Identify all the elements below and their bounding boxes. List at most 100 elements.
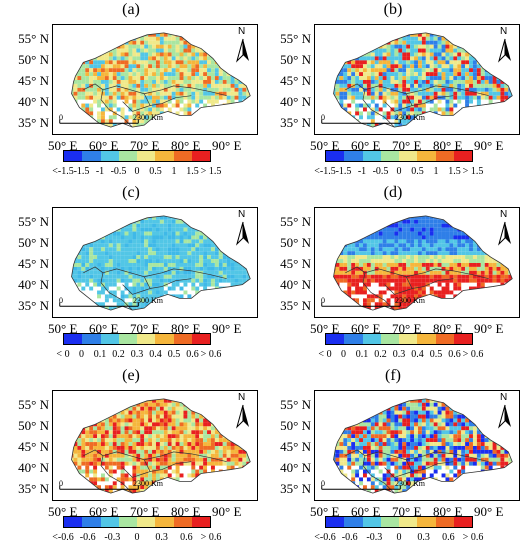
country-border [384,101,413,112]
legend-swatch [173,517,192,527]
country-border [143,93,192,106]
scale-zero-label: 0 [59,479,63,488]
legend-swatch [82,334,101,344]
lat-label: 55° N [280,397,311,412]
lat-label: 50° N [280,52,311,67]
country-border [122,467,151,478]
region-outline [71,32,251,128]
legend-swatch [399,517,418,527]
country-border [102,268,162,278]
legend-tick-label: 0.2 [112,349,125,360]
north-label: N [500,209,508,220]
legend-swatch [435,334,454,344]
legend-tick-label: <-0.6 [314,532,336,543]
legend-tick-label: 0 [134,532,140,543]
lat-label: 45° N [280,73,311,88]
lon-label: 50° E [48,138,78,153]
scale-distance-label: 2300 Km [395,296,425,305]
legend-tick-label: 0.1 [355,349,369,360]
legend-tick-label: -1.5 [73,166,90,177]
legend-swatch [453,151,472,161]
legend-tick-label: 1 [171,166,177,177]
legend-tick-label: > 0.6 [462,349,484,360]
lon-label: 50° E [48,504,78,519]
map-panel-b: (b) 55° N 50° N 45° N 40° N 35° N 0 2300 Km N 50°… [262,0,524,183]
legend-swatch [362,334,381,344]
legend-swatch [362,151,381,161]
legend-tick-label: 0.3 [130,349,144,360]
lon-label: 50° E [310,138,340,153]
country-border [108,292,133,311]
legend-swatch [399,334,418,344]
legend-swatch [380,334,399,344]
legend-swatch [191,151,210,161]
panel-label: (c) [122,184,140,201]
legend-swatch [344,517,363,527]
color-legend [325,516,473,528]
lat-label: 35° N [280,115,311,130]
legend-swatch [380,151,399,161]
lat-label: 55° N [18,31,49,46]
legend-tick-label: -1.5 [335,166,352,177]
country-border [345,266,372,293]
legend-tick-label: 0.6 [186,349,199,360]
legend-swatch [453,334,472,344]
lon-label: 70° E [392,321,422,336]
legend-tick-label: 0.3 [417,532,430,543]
legend-swatch [173,334,192,344]
scale-distance-label: 2300 Km [395,113,425,122]
region-outline [71,215,251,311]
lat-label: 45° N [18,256,49,271]
north-label: N [500,392,508,403]
scale-distance-label: 2300 Km [133,479,163,488]
legend-tick-label: -1 [95,166,105,177]
legend-tick-label: > 0.6 [462,532,484,543]
country-border [364,451,424,461]
scale-bar [321,485,401,490]
legend-swatch [380,517,399,527]
country-border [108,475,133,494]
color-legend [63,150,211,162]
lon-label: 70° E [392,504,422,519]
map-frame: 0 2300 Km N [52,24,258,135]
lat-label: 40° N [18,460,49,475]
country-border [423,268,489,280]
lat-label: 40° N [280,460,311,475]
legend-tick-label: -1 [357,166,367,177]
country-border [423,451,489,463]
country-border [83,449,110,476]
legend-tick-label: <-1.5 [52,166,74,177]
legend-ticks: < 0 0 0.1 0.2 0.3 0.4 0.5 0.6 > 0.6 [50,349,230,363]
map-panel-d: (d) 55° N 50° N 45° N 40° N 35° N 0 2300 Km N 50°… [262,183,524,366]
country-border [161,451,227,463]
scale-zero-label: 0 [321,479,325,488]
panel-label: (f) [385,367,401,384]
north-label: N [238,209,246,220]
lon-label: 80° E [433,321,463,336]
country-border [108,109,133,128]
legend-swatch [64,334,83,344]
lat-label: 45° N [280,439,311,454]
legend-swatch [191,517,210,527]
legend-swatch [100,517,119,527]
panel-label: (d) [383,184,403,201]
legend-tick-label: 0 [341,349,346,360]
lon-label: 80° E [171,504,201,519]
scale-bar [59,302,139,307]
lon-label: 50° E [48,321,78,336]
country-border [364,268,424,278]
color-legend [325,333,473,345]
legend-swatch [118,517,137,527]
legend-ticks: < 0 0 0.1 0.2 0.3 0.4 0.5 0.6 > 0.6 [312,349,492,363]
lon-label: 80° E [171,138,201,153]
lon-label: 90° E [474,504,504,519]
legend-tick-label: 1.5 [448,166,461,177]
lon-label: 70° E [130,138,160,153]
legend-swatch [362,517,381,527]
country-border [370,292,395,311]
region-outline [71,398,251,494]
country-border [161,85,227,97]
legend-ticks: <-1.5 -1.5 -1 -0.5 0 0.5 1 1.5 > 1.5 [50,166,230,180]
legend-tick-label: 0 [134,166,140,177]
lon-label: 90° E [474,321,504,336]
